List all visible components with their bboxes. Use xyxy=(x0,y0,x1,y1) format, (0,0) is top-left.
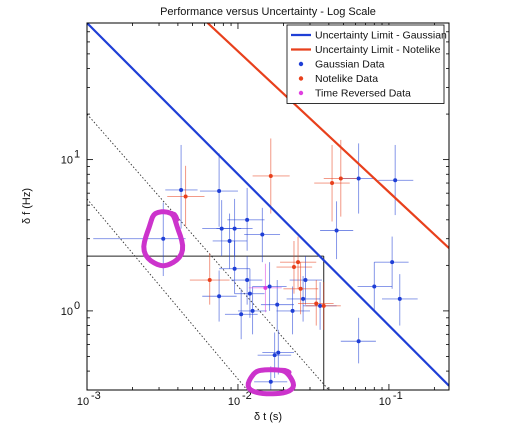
data-point xyxy=(207,278,212,283)
y-tick-label: 10 xyxy=(61,306,73,318)
data-point xyxy=(245,217,250,222)
legend-dot-swatch xyxy=(298,76,304,81)
data-point xyxy=(290,308,295,313)
x-tick-label-exponent: -1 xyxy=(393,390,403,402)
legend-dot-swatch xyxy=(298,61,304,67)
data-point xyxy=(291,265,296,270)
data-point xyxy=(338,176,343,181)
legend-label: Notelike Data xyxy=(315,73,378,85)
plot-content xyxy=(87,23,449,390)
data-point xyxy=(268,173,273,178)
x-tick-label-exponent: -3 xyxy=(91,390,101,402)
data-point xyxy=(356,176,361,181)
legend-label: Time Reversed Data xyxy=(315,88,411,100)
legend-label: Uncertainty Limit - Gaussian xyxy=(315,30,447,42)
dotted-reference-line xyxy=(87,113,330,390)
y-tick-label-exponent: 1 xyxy=(74,149,80,161)
y-tick-label-exponent: 0 xyxy=(74,300,80,312)
data-point xyxy=(161,236,166,241)
data-point xyxy=(334,228,339,233)
legend-label: Gaussian Data xyxy=(315,59,385,71)
data-point xyxy=(239,312,244,317)
data-point xyxy=(268,379,273,384)
highlight-circle-annotation xyxy=(245,367,296,397)
data-point xyxy=(232,226,237,231)
data-point xyxy=(232,266,237,271)
data-point xyxy=(301,296,306,301)
dotted-reference-line xyxy=(87,198,248,390)
data-point xyxy=(219,226,224,231)
data-point xyxy=(296,260,301,265)
data-point xyxy=(263,285,268,290)
data-point xyxy=(217,294,222,299)
data-point xyxy=(275,302,280,307)
data-point xyxy=(330,181,335,186)
x-tick-label: 10 xyxy=(228,396,240,408)
y-axis-label: δ f (Hz) xyxy=(21,188,33,224)
data-point xyxy=(276,350,281,355)
data-point xyxy=(267,284,272,289)
data-point xyxy=(356,339,361,344)
data-point xyxy=(272,353,277,358)
data-point xyxy=(260,232,265,237)
chart-title: Performance versus Uncertainty - Log Sca… xyxy=(160,6,376,18)
data-point xyxy=(247,291,252,296)
data-point xyxy=(318,303,323,308)
data-point xyxy=(397,296,402,301)
data-point xyxy=(372,284,377,289)
data-point xyxy=(179,187,184,192)
x-tick-label: 10 xyxy=(77,396,89,408)
data-point xyxy=(250,308,255,313)
data-point xyxy=(321,303,326,308)
x-tick-label: 10 xyxy=(379,396,391,408)
data-point xyxy=(298,286,303,291)
x-tick-label-exponent: -2 xyxy=(242,390,252,402)
y-tick-label: 10 xyxy=(61,155,73,167)
data-point xyxy=(227,238,232,243)
data-point xyxy=(217,189,222,194)
data-point xyxy=(314,301,319,306)
data-point xyxy=(245,278,250,283)
gaussian-limit-line xyxy=(87,23,449,387)
x-axis-label: δ t (s) xyxy=(254,411,282,423)
highlight-circle-annotation xyxy=(141,209,186,269)
data-point xyxy=(390,260,395,265)
legend-label: Uncertainty Limit - Notelike xyxy=(315,44,441,56)
legend-dot-swatch xyxy=(298,90,304,96)
legend-box xyxy=(286,24,445,104)
legend: Uncertainty Limit - Gaussian Uncertainty … xyxy=(286,24,447,104)
data-point xyxy=(183,194,188,199)
notelike-limit-line xyxy=(206,23,449,249)
data-point xyxy=(303,278,308,283)
data-point xyxy=(393,178,398,183)
plot-frame xyxy=(86,22,450,391)
